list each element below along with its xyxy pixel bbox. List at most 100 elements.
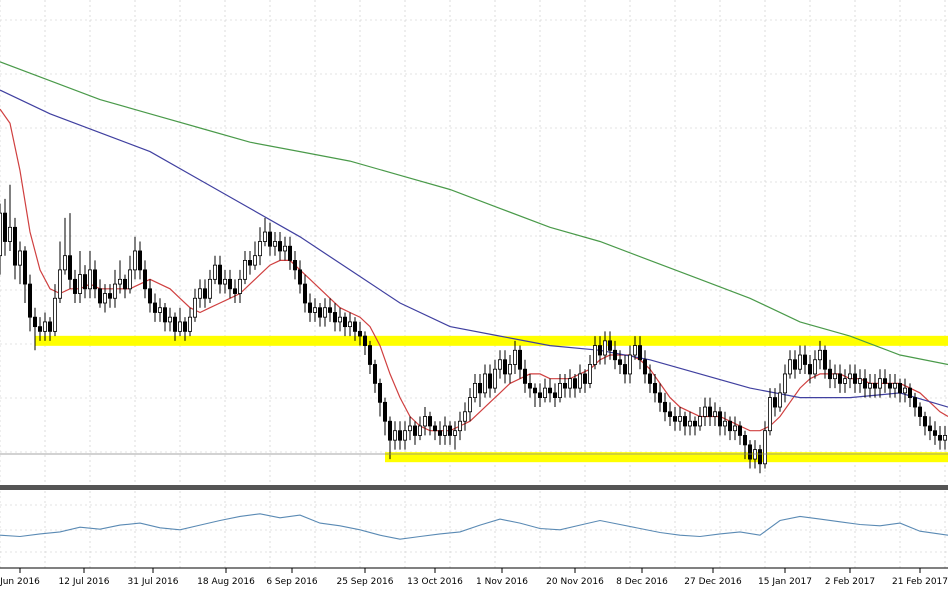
candle bbox=[447, 421, 452, 445]
candle-body bbox=[748, 444, 753, 460]
candle-body bbox=[858, 378, 863, 384]
candle-body bbox=[53, 297, 58, 332]
candle bbox=[362, 331, 367, 356]
candle-body bbox=[788, 359, 793, 375]
candle bbox=[773, 388, 778, 417]
candle-body bbox=[497, 359, 502, 370]
candle-body bbox=[462, 411, 467, 422]
candle-body bbox=[933, 430, 938, 436]
candle bbox=[157, 298, 162, 322]
candle bbox=[78, 250, 83, 303]
candle-body bbox=[447, 425, 452, 436]
candle bbox=[823, 345, 828, 379]
candle bbox=[307, 293, 312, 322]
candle bbox=[282, 236, 287, 261]
candle-body bbox=[888, 382, 893, 389]
candle bbox=[187, 307, 192, 337]
candle bbox=[482, 364, 487, 398]
candle-body bbox=[618, 359, 623, 365]
candle bbox=[798, 345, 803, 374]
candle bbox=[113, 269, 118, 308]
candle bbox=[222, 269, 227, 294]
candle-body bbox=[528, 382, 533, 389]
candle-body bbox=[167, 316, 172, 323]
candle bbox=[608, 331, 613, 360]
candle-body bbox=[693, 420, 698, 427]
candle-body bbox=[467, 397, 472, 413]
candle-body bbox=[803, 354, 808, 365]
candle bbox=[457, 411, 462, 441]
candle-body bbox=[347, 321, 352, 328]
candle bbox=[513, 340, 518, 374]
candle bbox=[93, 260, 98, 299]
candle bbox=[838, 364, 843, 393]
candle bbox=[3, 198, 8, 256]
candle-body bbox=[98, 288, 103, 304]
candle bbox=[668, 402, 673, 426]
candle bbox=[778, 383, 783, 412]
candle-body bbox=[237, 278, 242, 294]
candle-body bbox=[813, 359, 818, 375]
candle-body bbox=[518, 349, 523, 370]
candle bbox=[853, 364, 858, 393]
candle-body bbox=[828, 368, 833, 380]
candle-body bbox=[337, 316, 342, 323]
candle-body bbox=[898, 382, 903, 394]
candle-body bbox=[452, 430, 457, 436]
support-level-band bbox=[385, 452, 948, 463]
candle bbox=[332, 302, 337, 332]
candle-body bbox=[563, 382, 568, 389]
candle bbox=[763, 421, 768, 469]
candle bbox=[528, 373, 533, 398]
candle-body bbox=[3, 212, 8, 242]
candle bbox=[237, 269, 242, 303]
candle bbox=[703, 397, 708, 426]
candle bbox=[212, 255, 217, 285]
support-levels bbox=[35, 335, 948, 463]
candle bbox=[177, 307, 182, 337]
candle bbox=[452, 421, 457, 450]
candle-body bbox=[843, 378, 848, 384]
candle bbox=[412, 421, 417, 445]
candle bbox=[578, 364, 583, 393]
candle-body bbox=[808, 364, 813, 375]
candle bbox=[758, 444, 763, 474]
candle bbox=[197, 279, 202, 308]
candle-body bbox=[883, 378, 888, 384]
candle-body bbox=[708, 406, 713, 417]
candle-body bbox=[442, 425, 447, 436]
candle bbox=[392, 421, 397, 450]
candle-body bbox=[58, 269, 63, 299]
candle bbox=[728, 416, 733, 441]
candle-body bbox=[477, 382, 482, 394]
candle-body bbox=[63, 255, 68, 271]
candle bbox=[573, 373, 578, 398]
candle bbox=[898, 378, 903, 403]
candle-body bbox=[718, 411, 723, 427]
candle bbox=[618, 350, 623, 374]
candle-body bbox=[943, 435, 948, 441]
candle-body bbox=[658, 392, 663, 403]
candle-body bbox=[302, 283, 307, 304]
candle bbox=[733, 416, 738, 441]
candle-body bbox=[878, 378, 883, 389]
candle bbox=[182, 317, 187, 341]
candle bbox=[167, 307, 172, 332]
candle-body bbox=[487, 373, 492, 389]
candle-body bbox=[688, 420, 693, 427]
candle bbox=[232, 279, 237, 303]
oscillator-line bbox=[0, 513, 948, 540]
candle-body bbox=[763, 430, 768, 465]
candle bbox=[923, 411, 928, 436]
candle-body bbox=[758, 449, 763, 465]
candle-body bbox=[868, 382, 873, 389]
candle bbox=[828, 359, 833, 389]
x-tick-label: 21 Feb 2017 bbox=[892, 577, 948, 587]
candle bbox=[472, 373, 477, 403]
candle bbox=[497, 350, 502, 379]
candle bbox=[843, 369, 848, 393]
x-tick-label: 1 Nov 2016 bbox=[476, 577, 528, 587]
candle bbox=[132, 236, 137, 280]
candle-body bbox=[437, 430, 442, 436]
candle-body bbox=[38, 326, 43, 332]
